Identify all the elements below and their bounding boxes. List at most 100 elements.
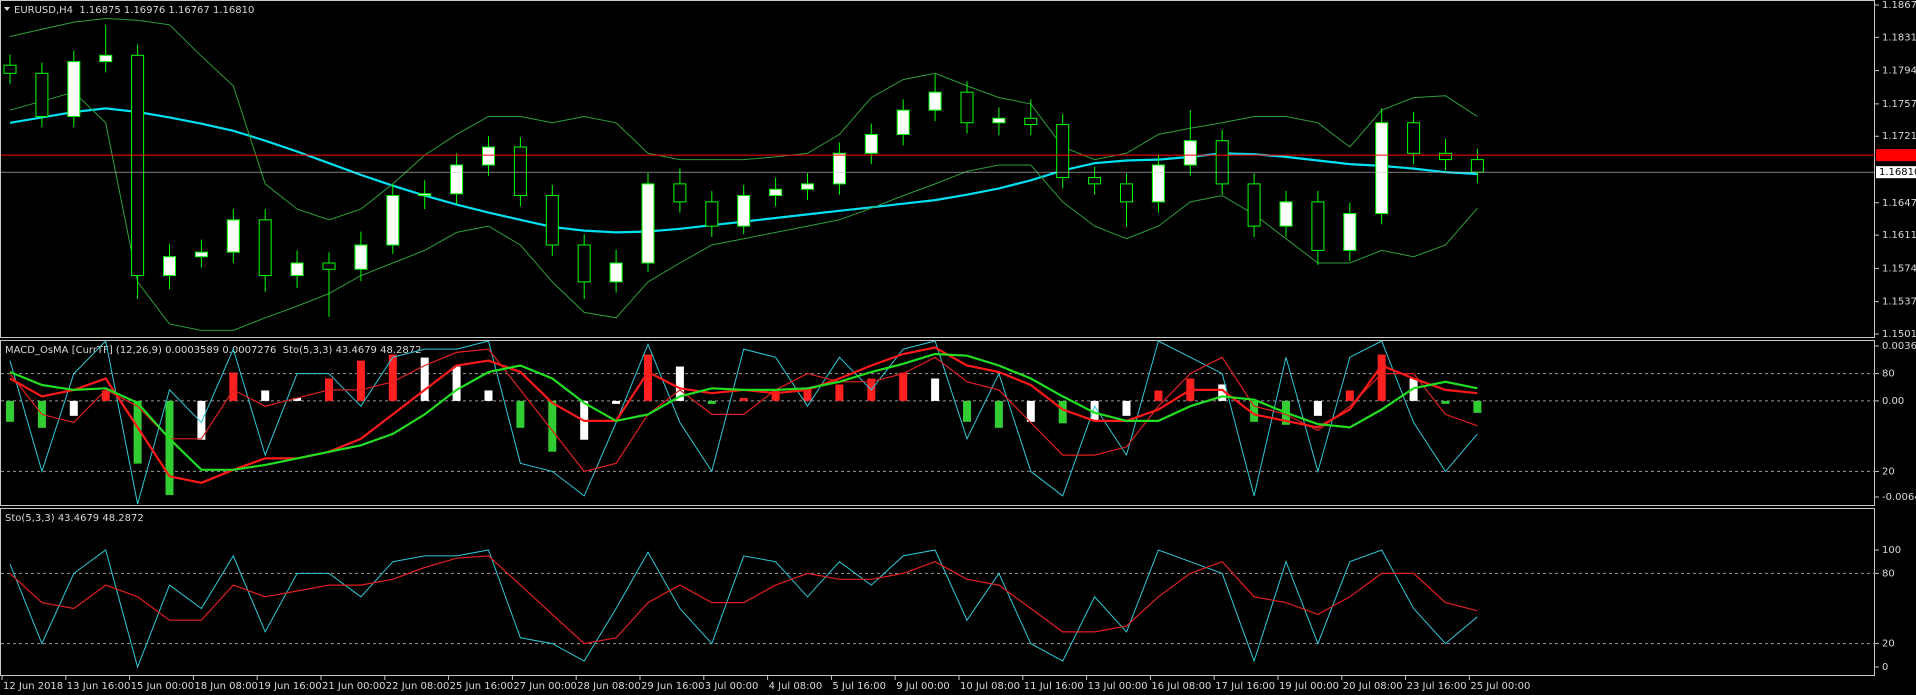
bollinger-band bbox=[9, 91, 1478, 331]
osma-bar bbox=[356, 360, 365, 401]
x-tick-label: 4 Jul 08:00 bbox=[769, 681, 823, 692]
osma-bar bbox=[899, 372, 908, 401]
y-tick-label: 1.15740 bbox=[1882, 263, 1916, 274]
osma-bar bbox=[101, 390, 110, 401]
x-tick-label: 17 Jul 16:00 bbox=[1215, 681, 1275, 692]
y-tick-label: -0.006431 bbox=[1882, 492, 1916, 503]
candle-body bbox=[705, 201, 719, 227]
macd-title: MACD_OsMA [CurrTF] (12,26,9) 0.0003589 0… bbox=[5, 345, 421, 356]
x-tick-label: 19 Jun 16:00 bbox=[258, 681, 322, 692]
candle-body bbox=[1439, 152, 1452, 161]
stochastic-line bbox=[9, 549, 1478, 669]
x-tick-label: 16 Jul 08:00 bbox=[1151, 681, 1211, 692]
symbol-menu-arrow[interactable] bbox=[4, 7, 10, 11]
osma-bar bbox=[1058, 400, 1067, 424]
x-tick-label: 21 Jun 00:00 bbox=[322, 681, 386, 692]
x-tick-label: 25 Jun 16:00 bbox=[450, 681, 514, 692]
x-tick-label: 13 Jun 16:00 bbox=[67, 681, 131, 692]
osma-bar bbox=[1409, 378, 1418, 401]
candle-body bbox=[1024, 117, 1038, 126]
price-level-tag bbox=[1876, 149, 1916, 162]
osma-bar bbox=[675, 366, 684, 401]
x-tick-label: 29 Jun 16:00 bbox=[641, 681, 705, 692]
candle-body bbox=[896, 109, 910, 135]
signal-line bbox=[9, 352, 1478, 471]
y-tick-label: 1.16110 bbox=[1882, 230, 1916, 241]
candle-body bbox=[258, 219, 272, 277]
sto-panel-frame bbox=[0, 508, 1875, 676]
osma-bar bbox=[1090, 400, 1099, 421]
candle-body bbox=[450, 164, 464, 195]
osma-bar bbox=[1122, 400, 1131, 416]
candle-body bbox=[1470, 159, 1484, 173]
x-tick-label: 10 Jul 08:00 bbox=[960, 681, 1020, 692]
candle-body bbox=[290, 262, 304, 277]
candle-body bbox=[418, 193, 432, 197]
candle-body bbox=[1279, 201, 1293, 227]
candle-body bbox=[194, 251, 208, 258]
sto-title: Sto(5,3,3) 43.4679 48.2872 bbox=[5, 513, 144, 524]
osma-bar bbox=[612, 400, 621, 404]
candle-body bbox=[1056, 124, 1070, 179]
candle-body bbox=[609, 262, 623, 283]
y-tick-label: 80 bbox=[1882, 369, 1895, 380]
candle-body bbox=[832, 152, 846, 185]
osma-bar bbox=[484, 390, 493, 401]
osma-bar bbox=[931, 378, 940, 401]
x-tick-label: 22 Jun 08:00 bbox=[386, 681, 450, 692]
osma-bar bbox=[1377, 354, 1386, 401]
y-tick-label: 1.15370 bbox=[1882, 297, 1916, 308]
last-price-tag bbox=[1876, 166, 1916, 179]
candle-body bbox=[737, 195, 751, 227]
osma-bar bbox=[420, 357, 429, 401]
candle-body bbox=[482, 146, 495, 166]
osma-bar bbox=[1218, 384, 1227, 401]
osma-bar bbox=[1026, 400, 1035, 422]
osma-bar bbox=[516, 400, 525, 428]
candle-body bbox=[1120, 183, 1133, 203]
osma-bar bbox=[388, 354, 397, 401]
candle-body bbox=[1247, 183, 1261, 227]
candle-body bbox=[641, 183, 655, 264]
osma-bar bbox=[1345, 390, 1354, 401]
osma-bar bbox=[1250, 400, 1259, 422]
x-tick-label: 11 Jul 16:00 bbox=[1024, 681, 1084, 692]
osma-bar bbox=[1473, 400, 1482, 413]
candle-body bbox=[864, 133, 878, 154]
osma-bar bbox=[197, 400, 206, 440]
y-tick-label: 1.18670 bbox=[1882, 0, 1916, 11]
candle-body bbox=[513, 146, 527, 197]
osma-bar bbox=[548, 400, 557, 452]
osma-bar bbox=[261, 390, 270, 401]
osma-bar bbox=[994, 400, 1003, 428]
macd-panel-frame bbox=[0, 340, 1875, 506]
stochastic-line bbox=[9, 555, 1478, 645]
candle-body bbox=[226, 219, 240, 253]
candle-body bbox=[1407, 122, 1421, 154]
main-panel-frame bbox=[0, 0, 1875, 338]
candle-body bbox=[1151, 164, 1165, 203]
osma-bar bbox=[293, 397, 302, 401]
osma-bar bbox=[1154, 390, 1163, 401]
stochastic-line bbox=[9, 339, 1478, 505]
candle-body bbox=[992, 117, 1006, 124]
x-tick-label: 19 Jul 00:00 bbox=[1279, 681, 1339, 692]
x-tick-label: 3 Jul 00:00 bbox=[705, 681, 759, 692]
x-tick-label: 5 Jul 16:00 bbox=[832, 681, 886, 692]
x-tick-label: 25 Jul 00:00 bbox=[1470, 681, 1530, 692]
candle-body bbox=[1343, 213, 1357, 251]
x-tick-label: 13 Jul 00:00 bbox=[1088, 681, 1148, 692]
osma-bar bbox=[963, 400, 971, 422]
candle-body bbox=[1088, 177, 1102, 185]
x-tick-label: 28 Jun 08:00 bbox=[577, 681, 641, 692]
y-tick-label: 1.18310 bbox=[1882, 32, 1916, 43]
candle-body bbox=[163, 256, 176, 277]
y-tick-label: 1.17210 bbox=[1882, 131, 1916, 142]
y-tick-label: 1.17570 bbox=[1882, 99, 1916, 110]
candle-body bbox=[1215, 140, 1229, 185]
main-title: EURUSD,H4 1.16875 1.16976 1.16767 1.1681… bbox=[14, 5, 254, 16]
osma-bar bbox=[644, 354, 652, 401]
osma-bar bbox=[1313, 400, 1322, 416]
